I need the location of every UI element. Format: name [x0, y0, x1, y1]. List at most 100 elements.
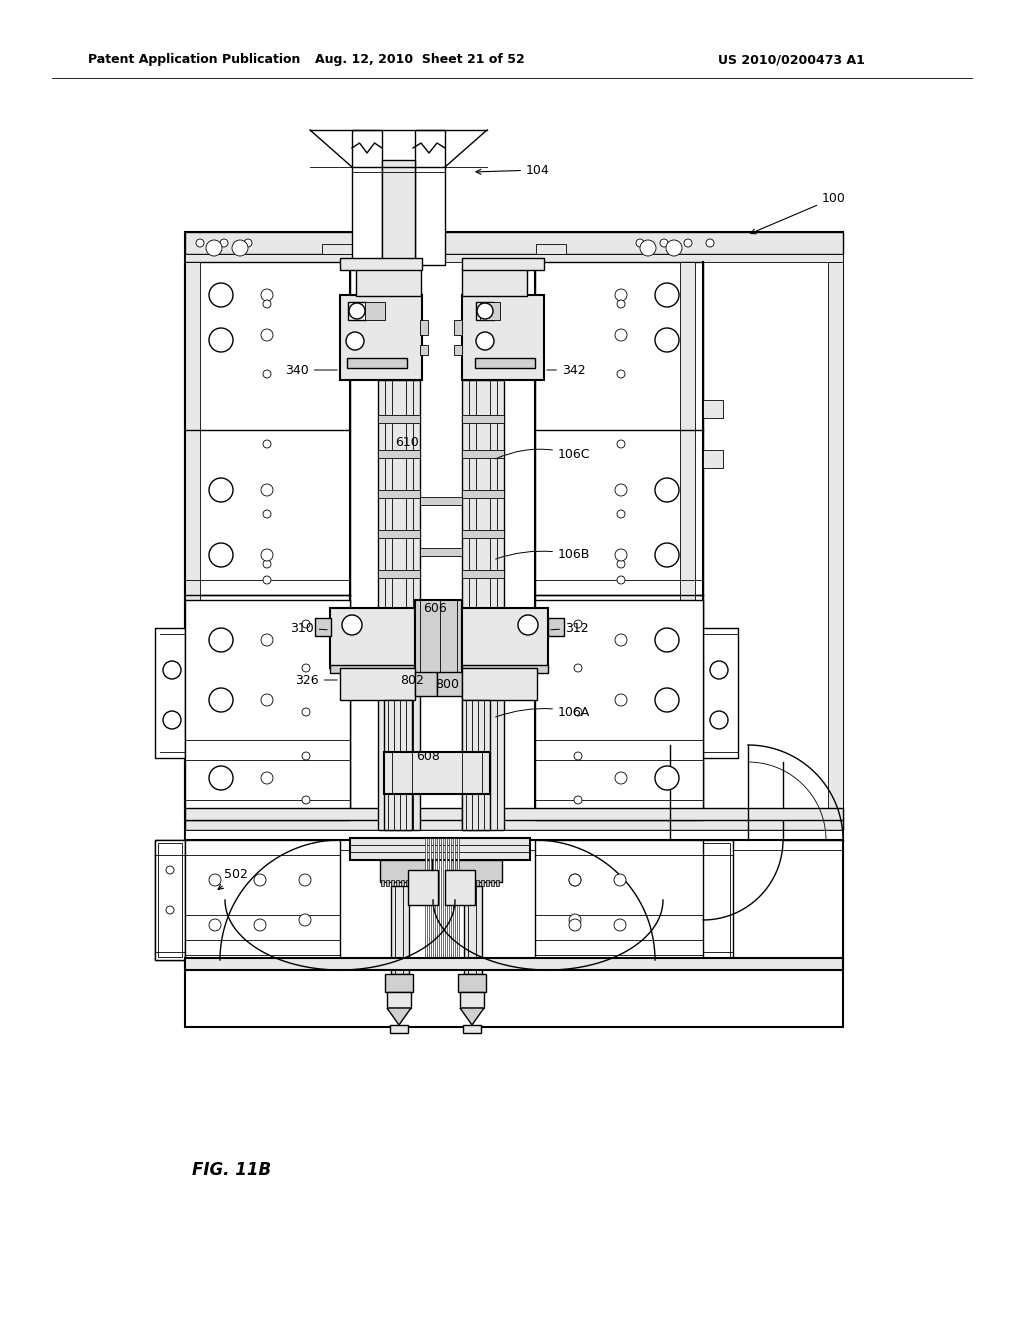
Circle shape	[261, 694, 273, 706]
Bar	[445, 838, 447, 968]
Bar	[462, 268, 527, 296]
Bar	[451, 880, 454, 886]
Circle shape	[209, 282, 233, 308]
Bar	[548, 618, 564, 636]
Circle shape	[263, 510, 271, 517]
Circle shape	[263, 300, 271, 308]
Bar	[462, 668, 537, 700]
Bar	[471, 880, 474, 886]
Circle shape	[263, 560, 271, 568]
Text: 106C: 106C	[496, 449, 591, 462]
Bar	[462, 570, 504, 578]
Text: 606: 606	[423, 602, 446, 615]
Bar	[464, 886, 482, 974]
Bar	[475, 358, 535, 368]
Bar	[535, 601, 703, 820]
Bar	[378, 450, 420, 458]
Bar	[185, 261, 200, 820]
Bar	[433, 838, 435, 968]
Bar	[155, 840, 185, 960]
Bar	[437, 838, 439, 968]
Bar	[185, 808, 843, 820]
Circle shape	[209, 628, 233, 652]
Bar	[352, 129, 382, 265]
Circle shape	[209, 874, 221, 886]
Circle shape	[655, 766, 679, 789]
Circle shape	[569, 919, 581, 931]
Bar	[415, 672, 437, 696]
Bar	[420, 319, 428, 335]
Circle shape	[615, 289, 627, 301]
Bar	[380, 861, 432, 882]
Bar	[384, 700, 412, 830]
Bar	[406, 880, 409, 886]
Bar	[350, 838, 530, 861]
Bar	[158, 843, 182, 957]
Circle shape	[299, 874, 311, 886]
Circle shape	[206, 240, 222, 256]
Bar	[330, 665, 415, 673]
Circle shape	[574, 796, 582, 804]
Bar	[698, 843, 730, 957]
Bar	[695, 840, 733, 960]
Bar	[382, 160, 415, 265]
Bar	[155, 628, 185, 758]
Bar	[480, 302, 500, 319]
Bar	[401, 880, 404, 886]
Circle shape	[617, 560, 625, 568]
Bar	[340, 257, 422, 271]
Bar	[460, 993, 484, 1008]
Bar	[185, 840, 843, 960]
Bar	[458, 974, 486, 993]
Bar	[461, 880, 464, 886]
Circle shape	[615, 549, 627, 561]
Circle shape	[261, 772, 273, 784]
Bar	[453, 838, 455, 968]
Text: 100: 100	[751, 191, 846, 234]
Bar	[155, 840, 185, 960]
Bar	[348, 302, 366, 319]
Bar	[185, 818, 843, 830]
Circle shape	[261, 634, 273, 645]
Circle shape	[655, 543, 679, 568]
Circle shape	[614, 919, 626, 931]
Bar	[462, 665, 548, 673]
Bar	[185, 840, 340, 960]
Bar	[425, 838, 427, 968]
Bar	[486, 880, 489, 886]
Text: 312: 312	[551, 622, 589, 635]
Bar	[476, 302, 494, 319]
Text: 106B: 106B	[496, 549, 591, 561]
Circle shape	[209, 688, 233, 711]
Bar	[390, 1026, 408, 1034]
Bar	[481, 880, 484, 886]
Circle shape	[615, 772, 627, 784]
Bar	[496, 880, 499, 886]
Circle shape	[302, 620, 310, 628]
Bar	[437, 672, 462, 696]
Circle shape	[244, 239, 252, 247]
Bar	[462, 450, 504, 458]
Circle shape	[261, 549, 273, 561]
Bar	[315, 618, 331, 636]
Bar	[378, 380, 420, 830]
Bar	[441, 838, 443, 968]
Circle shape	[196, 239, 204, 247]
Circle shape	[617, 440, 625, 447]
Circle shape	[617, 510, 625, 517]
Circle shape	[569, 913, 581, 927]
Circle shape	[209, 327, 233, 352]
Text: 310: 310	[290, 622, 328, 635]
Bar	[462, 414, 504, 422]
Circle shape	[254, 919, 266, 931]
Text: Aug. 12, 2010  Sheet 21 of 52: Aug. 12, 2010 Sheet 21 of 52	[315, 54, 525, 66]
Circle shape	[166, 906, 174, 913]
Circle shape	[299, 913, 311, 927]
Text: 800: 800	[435, 677, 459, 690]
Circle shape	[569, 874, 581, 886]
Bar	[462, 609, 548, 668]
Circle shape	[640, 240, 656, 256]
Bar	[828, 261, 843, 820]
Circle shape	[209, 766, 233, 789]
Text: 104: 104	[476, 164, 550, 177]
